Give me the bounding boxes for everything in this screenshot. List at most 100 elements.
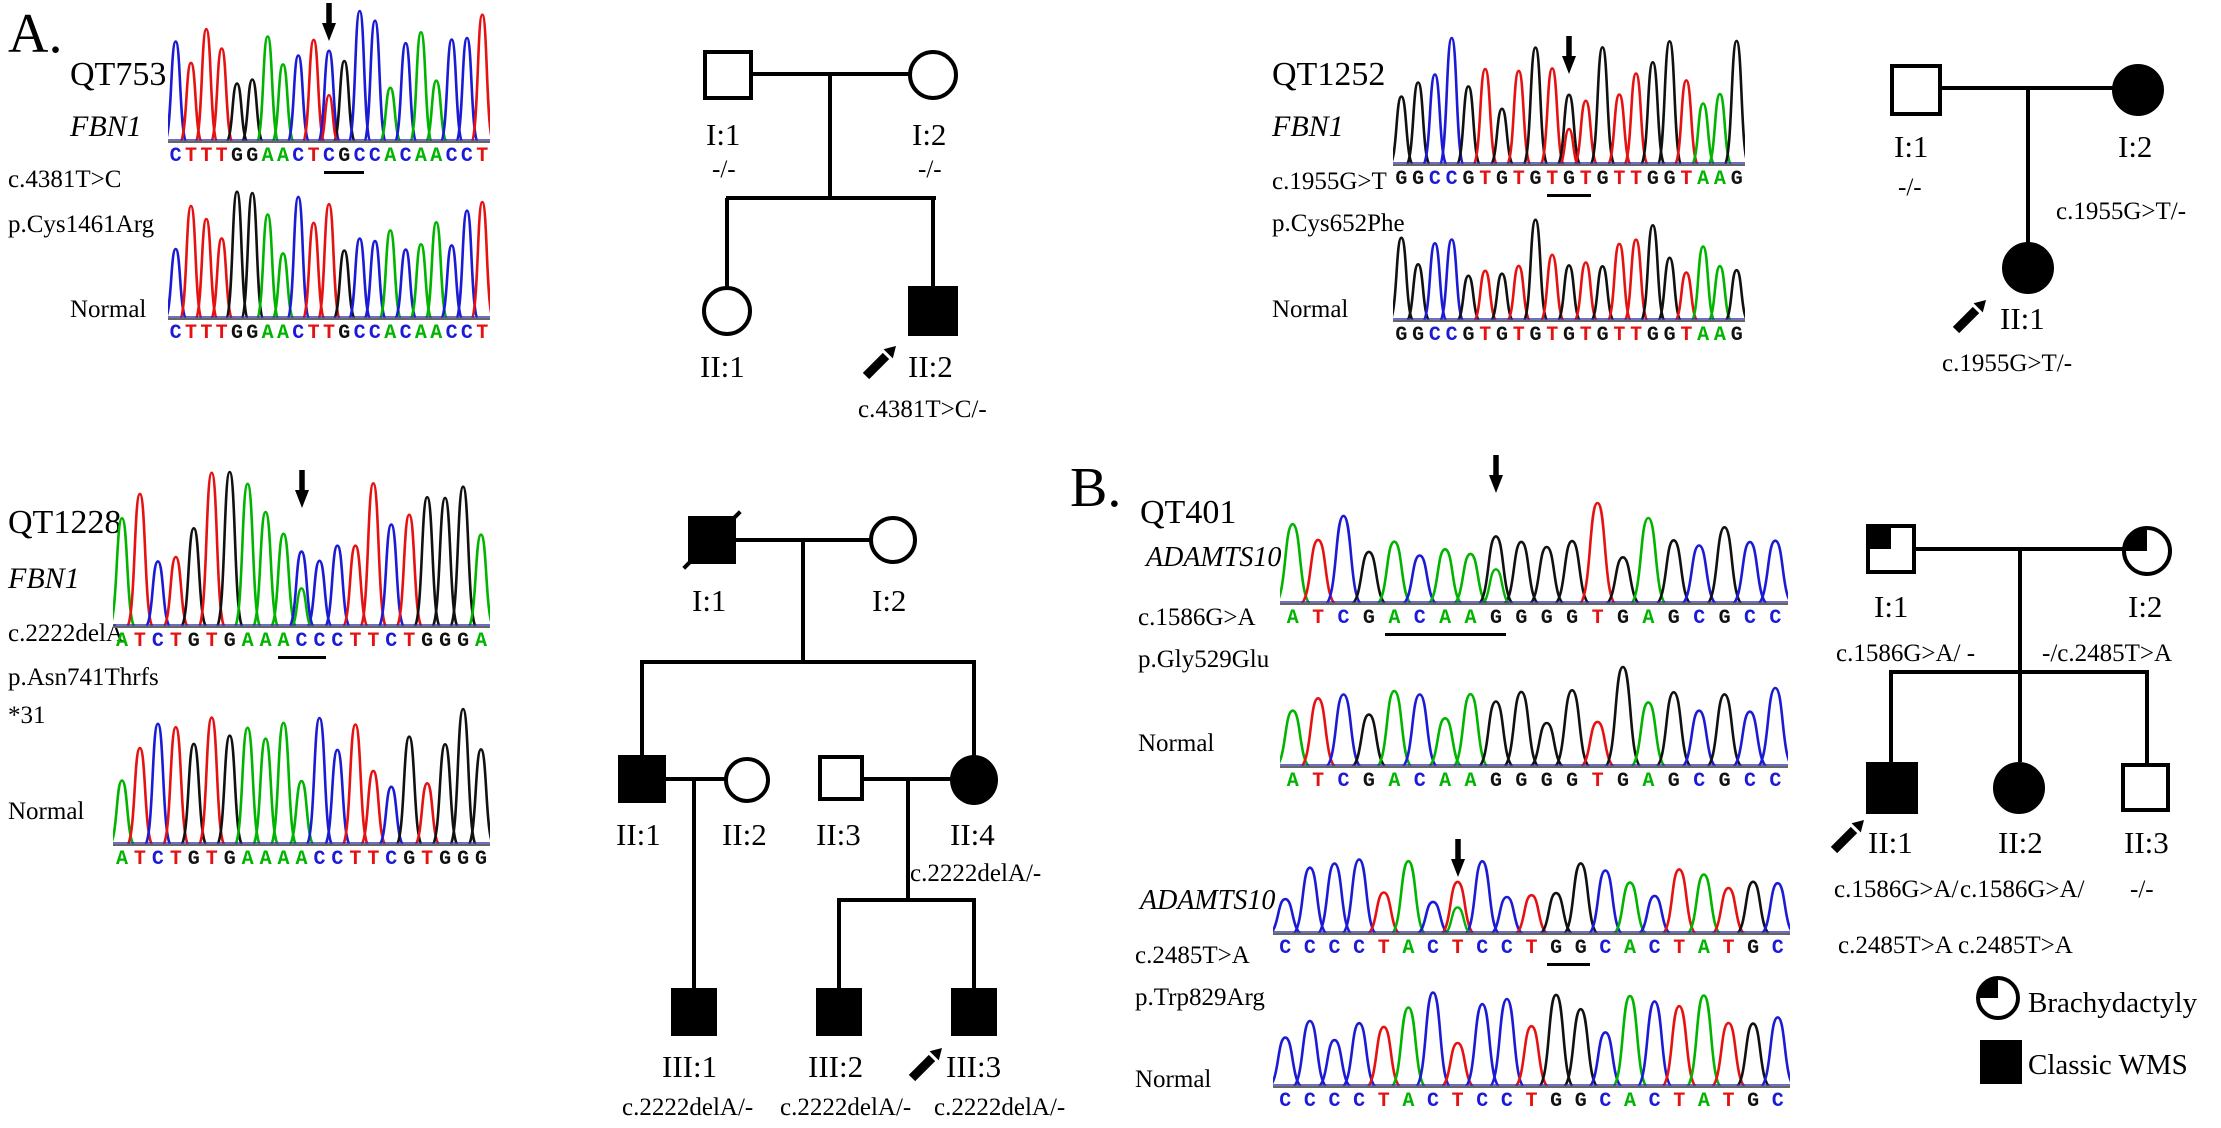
base-letter: C xyxy=(1769,607,1782,630)
base-letter: G xyxy=(338,145,351,168)
base-letter: C xyxy=(322,145,335,168)
base-letter: C xyxy=(1303,1090,1316,1113)
qt401-II3-id: II:3 xyxy=(2124,825,2169,860)
base-letter: C xyxy=(1328,937,1341,960)
qt401-gene1-label: ADAMTS10 xyxy=(1146,542,1282,573)
base-letter: A xyxy=(414,145,427,168)
base-letter: G xyxy=(1540,770,1553,793)
pedigree-line xyxy=(972,662,976,757)
pedigree-line xyxy=(972,900,976,990)
base-letter: G xyxy=(246,322,259,345)
legend-brachydactyly-label: Brachydactyly xyxy=(2028,987,2198,1019)
base-letter: G xyxy=(1646,168,1659,191)
base-letter: C xyxy=(1769,770,1782,793)
base-letter: G xyxy=(187,848,200,871)
qt1252-II1-id: II:1 xyxy=(2000,301,2045,336)
base-letter: C xyxy=(368,145,381,168)
base-letter: T xyxy=(1591,607,1604,630)
qt1252-normal-label: Normal xyxy=(1272,296,1349,323)
base-letter: A xyxy=(261,145,274,168)
base-letter: G xyxy=(1412,168,1425,191)
base-letter: A xyxy=(1464,607,1477,630)
base-letter: G xyxy=(1489,607,1502,630)
base-letter: A xyxy=(430,322,443,345)
pedigree-person-qt401-II3 xyxy=(2121,763,2170,812)
qt1228-variant-label: c.2222delA xyxy=(8,620,124,647)
base-letter: G xyxy=(1616,770,1629,793)
base-letter: G xyxy=(1646,324,1659,347)
qt401-I2-id: I:2 xyxy=(2128,589,2163,624)
pedigree-line xyxy=(692,779,696,990)
base-letter: G xyxy=(1462,168,1475,191)
base-letter: T xyxy=(1451,1090,1464,1113)
base-letter: G xyxy=(230,145,243,168)
base-letter: C xyxy=(1413,607,1426,630)
qt753-variant-label: c.4381T>C xyxy=(8,166,122,193)
base-letter: C xyxy=(1279,1090,1292,1113)
base-letter: A xyxy=(277,848,290,871)
qt1252-II1-genotype: c.1955G>T/- xyxy=(1942,350,2073,377)
base-letter: A xyxy=(1388,607,1401,630)
base-letter: T xyxy=(403,630,416,653)
base-letter: T xyxy=(367,848,380,871)
trace-plot xyxy=(1393,36,1745,166)
qt401-I1-id: I:1 xyxy=(1874,589,1909,624)
pedigree-line xyxy=(640,662,644,757)
base-letter: G xyxy=(403,848,416,871)
base-letter: C xyxy=(151,630,164,653)
base-letter: G xyxy=(1395,324,1408,347)
pedigree-person-qt753-I2 xyxy=(908,50,958,100)
base-letter: G xyxy=(1489,770,1502,793)
qt1228-I2-id: I:2 xyxy=(872,583,907,618)
trace-plot xyxy=(113,707,490,846)
base-letter: C xyxy=(460,145,473,168)
base-letter: A xyxy=(475,630,488,653)
base-letter: T xyxy=(1722,937,1735,960)
qt401-II2-genotype-2: c.2485T>A xyxy=(1958,932,2073,959)
base-letter: T xyxy=(1591,770,1604,793)
base-letter: C xyxy=(385,630,398,653)
qt1228-II3-id: II:3 xyxy=(816,817,861,852)
pedigree-person-qt401-II1 xyxy=(1866,762,1918,814)
base-letter: G xyxy=(1515,607,1528,630)
pedigree-person-qt753-I1 xyxy=(703,50,753,100)
base-letter: A xyxy=(1697,168,1710,191)
base-letter: G xyxy=(1462,324,1475,347)
base-letter: T xyxy=(1525,1090,1538,1113)
base-letter: T xyxy=(1673,1090,1686,1113)
pedigree-line xyxy=(725,198,729,288)
trace-plot xyxy=(168,190,490,320)
base-letter: C xyxy=(1353,937,1366,960)
trace-plot xyxy=(1273,991,1790,1088)
base-letter: C xyxy=(1744,770,1757,793)
qt1228-III3-id: III:3 xyxy=(946,1049,1002,1084)
base-letter: C xyxy=(1413,770,1426,793)
base-letter: T xyxy=(1377,1090,1390,1113)
base-letter: A xyxy=(1642,770,1655,793)
base-letter: C xyxy=(1303,937,1316,960)
base-letter: G xyxy=(1663,324,1676,347)
mutation-arrow-icon xyxy=(293,468,311,510)
base-letter: G xyxy=(1718,607,1731,630)
base-letter: G xyxy=(338,322,351,345)
base-letter: C xyxy=(169,145,182,168)
base-letter: A xyxy=(1286,607,1299,630)
pedigree-person-qt1228-II4 xyxy=(950,755,998,805)
base-letter: T xyxy=(1680,324,1693,347)
qt1252-family-name: QT1252 xyxy=(1272,56,1386,93)
base-letter: G xyxy=(1362,770,1375,793)
base-letter: C xyxy=(1337,607,1350,630)
codon-underline xyxy=(1547,963,1590,966)
pedigree-line xyxy=(906,779,910,900)
base-letter: T xyxy=(349,848,362,871)
qt1252-gene-label: FBN1 xyxy=(1272,110,1344,143)
